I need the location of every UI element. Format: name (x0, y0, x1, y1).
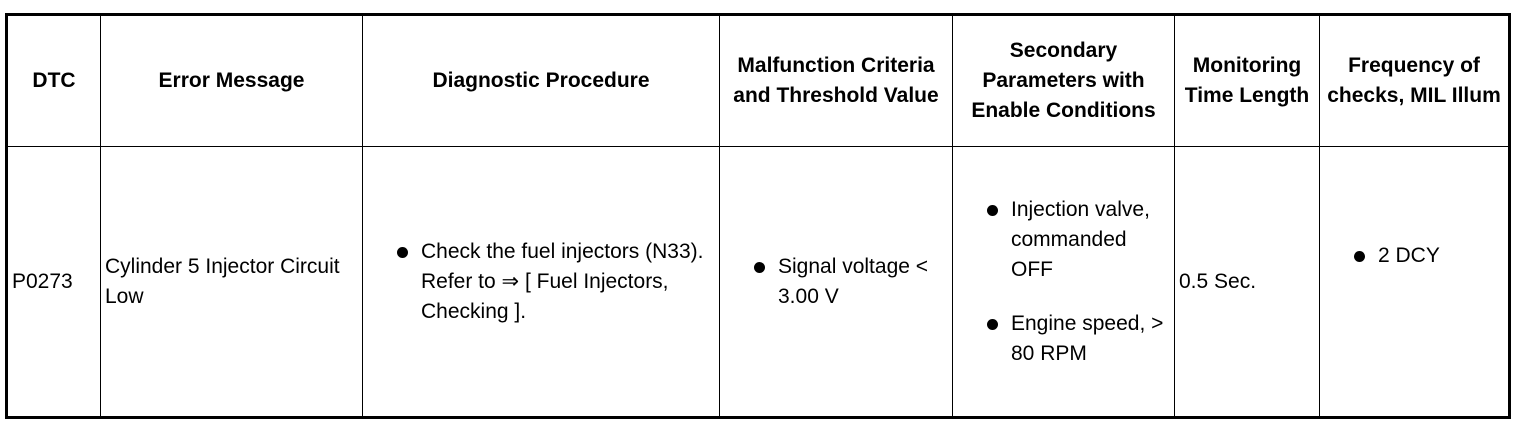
table-cell: 2 DCY (1319, 146, 1510, 418)
table-cell: Signal voltage < 3.00 V (719, 146, 953, 418)
bullet-item: Check the fuel injectors (N33). Refer to… (397, 237, 711, 327)
table-cell: Check the fuel injectors (N33). Refer to… (362, 146, 720, 418)
bullet-list: Injection valve, commanded OFF Engine spe… (983, 195, 1170, 369)
header-cell: Error Message (100, 14, 363, 147)
header-cell: Malfunction Criteria and Threshold Value (719, 14, 953, 147)
bullet-list: Signal voltage < 3.00 V (750, 252, 944, 312)
table-cell: 0.5 Sec. (1174, 146, 1320, 418)
bullet-item: Engine speed, > 80 RPM (987, 309, 1170, 369)
header-cell: Frequency of checks, MIL Illum (1319, 14, 1510, 147)
bullet-list: Check the fuel injectors (N33). Refer to… (393, 237, 711, 327)
bullet-list: 2 DCY (1350, 241, 1504, 271)
table-row: P0273 Cylinder 5 Injector Circuit Low Chec… (6, 146, 1510, 418)
header-cell: Diagnostic Procedure (362, 14, 720, 147)
dtc-table: DTC Error Message Diagnostic Procedure Malf… (5, 13, 1511, 419)
header-cell: Secondary Parameters with Enable Conditi… (952, 14, 1175, 147)
bullet-item: Signal voltage < 3.00 V (754, 252, 944, 312)
header-cell: DTC (6, 14, 101, 147)
table-body: P0273 Cylinder 5 Injector Circuit Low Chec… (6, 146, 1510, 418)
header-row: DTC Error Message Diagnostic Procedure Malf… (6, 14, 1510, 147)
table-cell: Injection valve, commanded OFF Engine spe… (952, 146, 1175, 418)
table-cell: Cylinder 5 Injector Circuit Low (100, 146, 363, 418)
bullet-item: 2 DCY (1354, 241, 1504, 271)
bullet-item: Injection valve, commanded OFF (987, 195, 1170, 285)
header-cell: Monitoring Time Length (1174, 14, 1320, 147)
table-cell: P0273 (6, 146, 101, 418)
